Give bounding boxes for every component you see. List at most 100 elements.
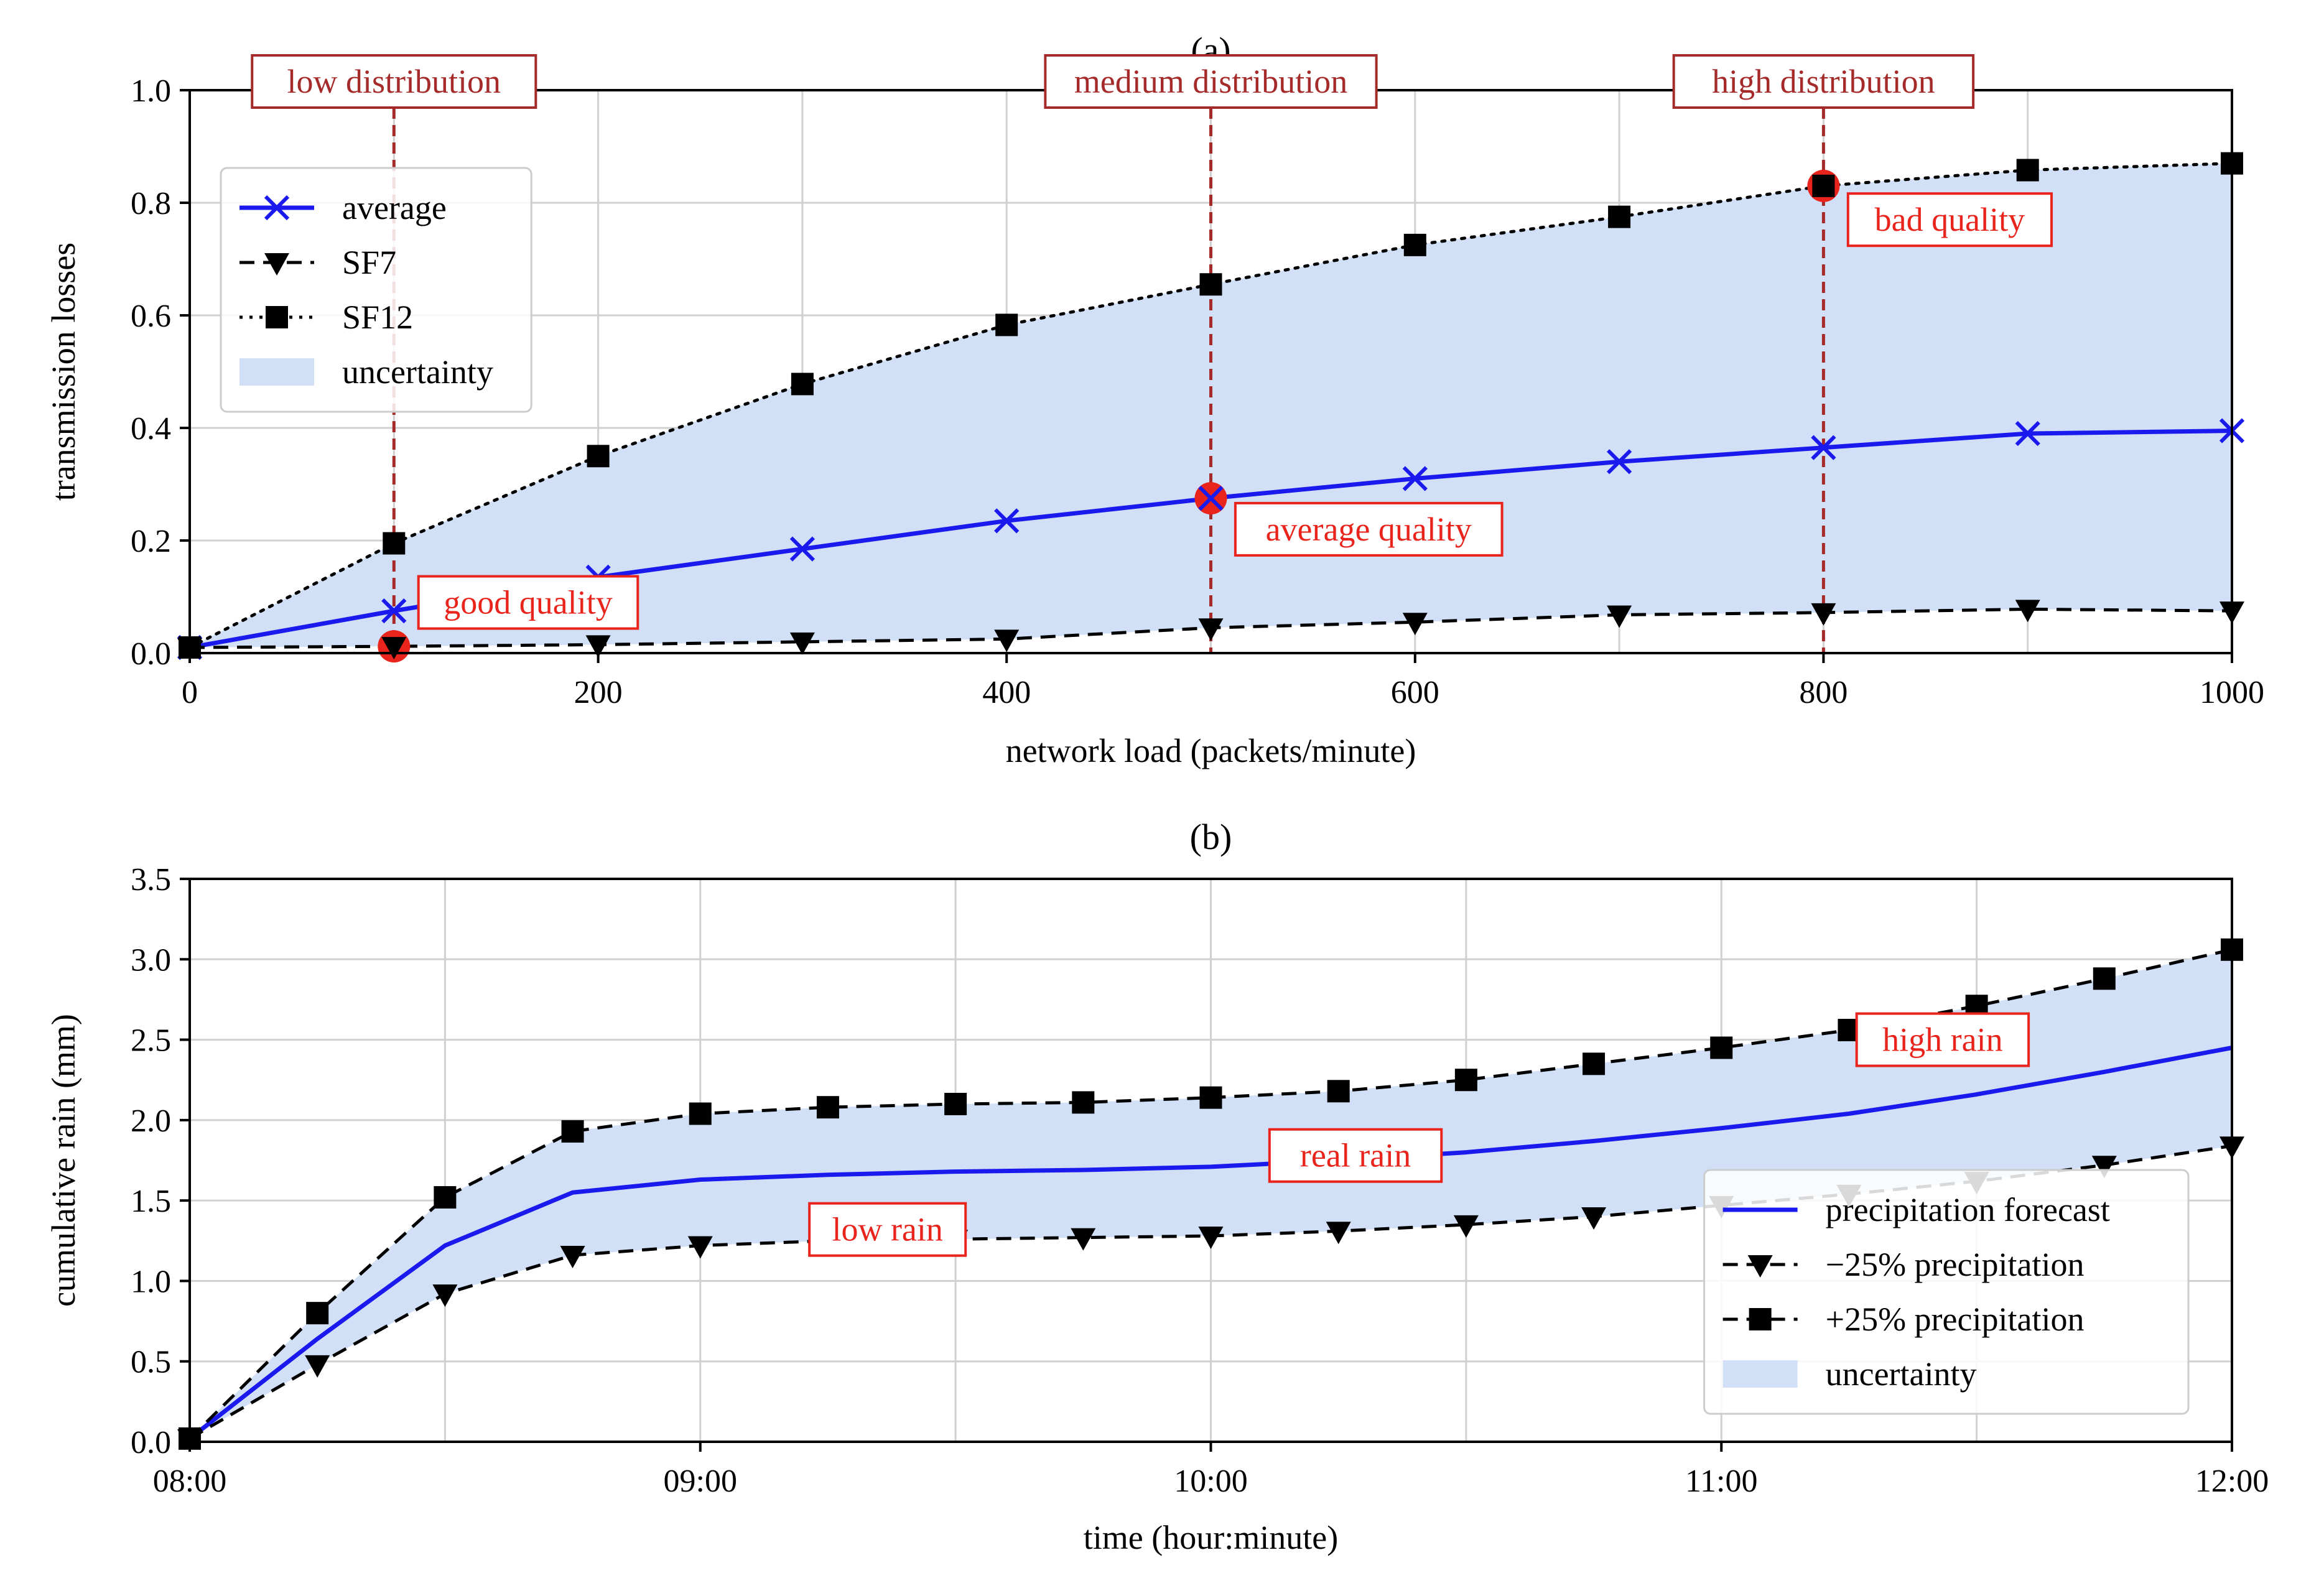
x-axis-label: time (hour:minute) — [1084, 1519, 1338, 1556]
data-point-1 — [1453, 1215, 1479, 1238]
y-axis-label: transmission losses — [45, 243, 82, 501]
data-point-2 — [306, 1302, 329, 1325]
data-point-1 — [432, 1284, 458, 1307]
legend-label: uncertainty — [1826, 1355, 1977, 1393]
data-point-1 — [1326, 1222, 1351, 1245]
y-tick-label: 1.0 — [131, 1264, 171, 1299]
data-point-1 — [789, 632, 815, 655]
data-point-2 — [995, 313, 1018, 336]
y-tick-label: 3.5 — [131, 862, 171, 898]
y-tick-label: 1.0 — [131, 73, 171, 109]
legend-label: SF7 — [342, 244, 396, 281]
x-tick-label: 200 — [574, 675, 623, 710]
x-tick-label: 0 — [182, 675, 198, 710]
data-point-0 — [1811, 435, 1836, 460]
data-point-2 — [1403, 233, 1426, 256]
legend-marker — [266, 306, 288, 328]
data-point-2 — [1454, 1069, 1477, 1092]
legend-label: −25% precipitation — [1826, 1246, 2085, 1283]
data-point-2 — [1199, 273, 1222, 296]
legend-label: SF12 — [342, 299, 413, 336]
legend-marker — [1747, 1255, 1773, 1278]
y-tick-label: 2.0 — [131, 1103, 171, 1139]
y-tick-label: 0.5 — [131, 1345, 171, 1380]
data-point-2 — [1608, 205, 1631, 228]
data-point-2 — [1199, 1086, 1222, 1109]
data-point-2 — [816, 1096, 839, 1119]
distribution-label: high distribution — [1712, 63, 1935, 100]
legend-label: average — [342, 189, 447, 226]
data-point-0 — [1198, 486, 1224, 511]
data-point-0 — [994, 508, 1020, 534]
annotation-label: real rain — [1300, 1137, 1411, 1174]
data-point-2 — [2016, 159, 2039, 182]
annotation-box — [808, 1202, 967, 1257]
legend-marker — [264, 195, 290, 221]
y-tick-label: 2.5 — [131, 1023, 171, 1059]
distribution-label-box — [1672, 54, 1975, 109]
annotation-label: good quality — [444, 584, 612, 621]
annotation-label: average quality — [1266, 511, 1472, 548]
annotation-box — [1234, 501, 1504, 557]
legend-box — [220, 167, 532, 413]
x-tick-label: 600 — [1391, 675, 1439, 710]
chart-title: (b) — [1190, 817, 1232, 857]
data-point-1 — [1581, 1207, 1607, 1230]
uncertainty-band — [190, 949, 2232, 1439]
data-point-2 — [1327, 1080, 1350, 1103]
y-tick-label: 3.0 — [131, 942, 171, 978]
distribution-label: low distribution — [287, 63, 501, 100]
data-point-2 — [1072, 1091, 1095, 1114]
legend-label: +25% precipitation — [1826, 1301, 2085, 1338]
data-point-0 — [381, 598, 407, 624]
data-point-2 — [1583, 1052, 1606, 1075]
data-point-1 — [1811, 603, 1836, 626]
data-point-2 — [434, 1186, 457, 1209]
data-point-1 — [1198, 618, 1224, 641]
data-point-2 — [2093, 967, 2116, 990]
y-axis-label: cumulative rain (mm) — [45, 1014, 82, 1307]
legend-swatch — [239, 358, 314, 386]
x-tick-label: 09:00 — [664, 1464, 737, 1499]
data-point-2 — [944, 1093, 967, 1115]
legend-box — [1703, 1169, 2190, 1415]
x-tick-label: 12:00 — [2195, 1464, 2269, 1499]
data-point-1 — [381, 637, 407, 660]
data-point-1 — [560, 1246, 585, 1269]
chart-a: 0 200 400 600 800 10000.00.20.40.60.81.0(a)ne… — [45, 30, 2264, 769]
annotation-label: high rain — [1882, 1021, 2002, 1059]
data-point-1 — [1402, 613, 1428, 636]
data-point-1 — [1071, 1228, 1096, 1251]
annotation-box — [1855, 1012, 2030, 1067]
y-tick-label: 0.8 — [131, 186, 171, 221]
annotation-label: bad quality — [1875, 201, 2025, 238]
legend-marker — [264, 253, 289, 276]
chart-b: 08:00 09:00 10:00 11:00 12:00 0.0 0.5 1.0 1.5 2.0… — [45, 817, 2269, 1556]
data-point-0 — [2015, 420, 2040, 447]
y-tick-label: 0.0 — [131, 1425, 171, 1460]
data-point-1 — [994, 629, 1020, 652]
data-point-0 — [789, 536, 816, 562]
distribution-label-box — [1044, 54, 1378, 109]
data-point-2 — [791, 373, 814, 396]
data-point-2 — [1812, 174, 1835, 197]
data-point-1 — [585, 635, 611, 658]
data-point-1 — [1198, 1227, 1224, 1250]
legend-label: precipitation forecast — [1826, 1191, 2110, 1228]
y-tick-label: 0.6 — [131, 299, 171, 334]
distribution-label: medium distribution — [1074, 63, 1348, 100]
data-point-1 — [1607, 605, 1632, 628]
legend-label: uncertainty — [342, 353, 493, 391]
data-point-0 — [1606, 449, 1632, 475]
data-point-0 — [1402, 466, 1428, 491]
annotation-box — [1846, 192, 2053, 248]
annotation-box — [1268, 1128, 1443, 1183]
y-tick-label: 0.4 — [131, 411, 171, 447]
y-tick-label: 0.2 — [131, 524, 171, 559]
series-line-0 — [188, 1046, 2233, 1441]
x-axis-label: network load (packets/minute) — [1006, 732, 1416, 769]
data-point-2 — [689, 1102, 712, 1125]
legend-marker — [1749, 1308, 1772, 1330]
